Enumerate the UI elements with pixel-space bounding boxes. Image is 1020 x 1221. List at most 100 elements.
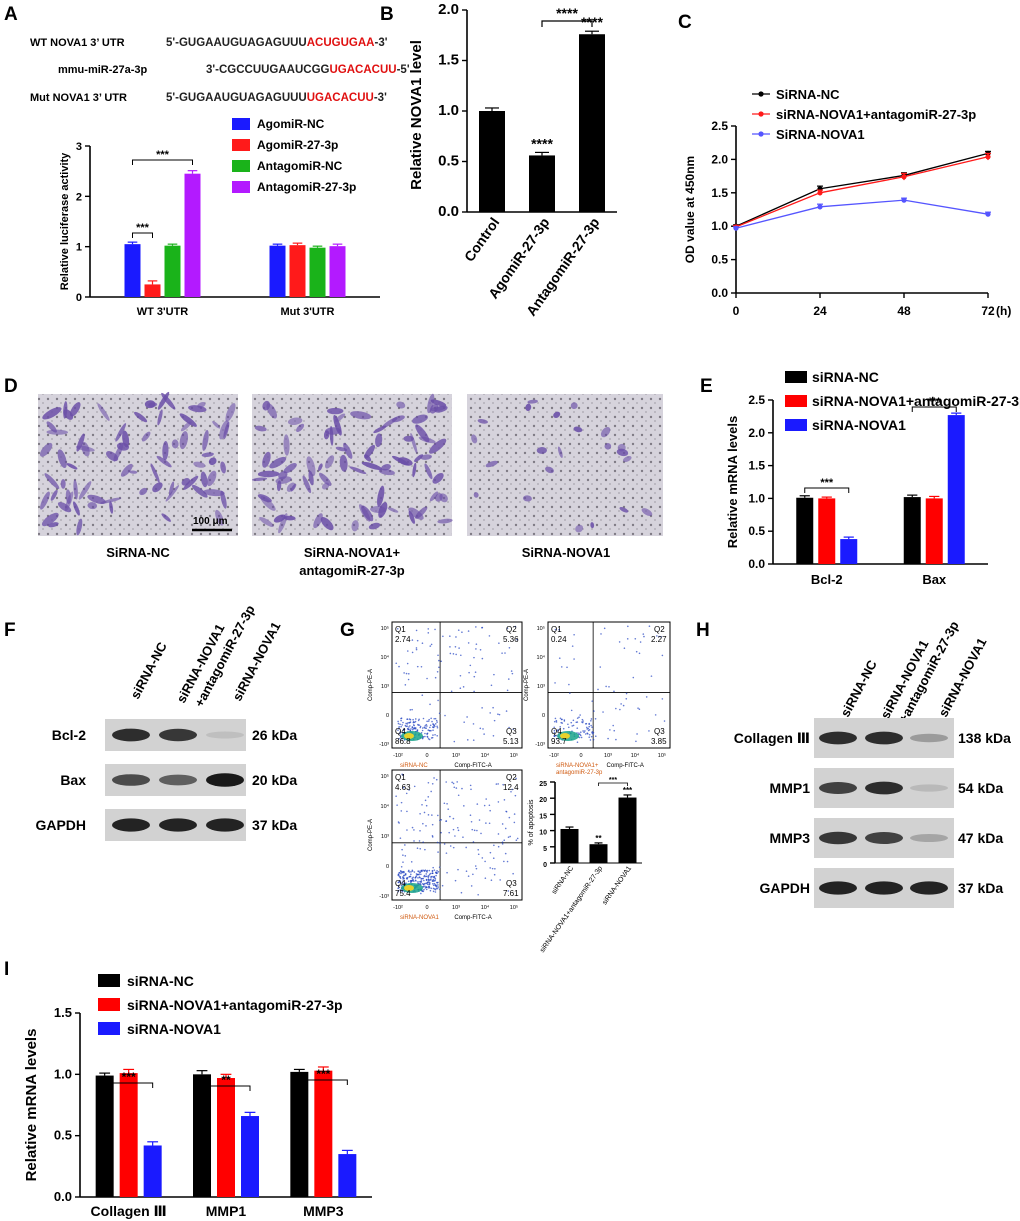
flow-event: [398, 727, 400, 729]
flow-event: [570, 709, 573, 712]
stained-cell: [575, 524, 584, 533]
flow-y-tick: 0: [386, 713, 389, 719]
flow-event: [485, 798, 487, 800]
flow-event: [508, 646, 511, 649]
flow-event: [408, 726, 410, 728]
flow-event: [430, 737, 433, 739]
flow-event: [436, 872, 439, 874]
flow-event: [495, 783, 498, 785]
flow-event: [411, 728, 414, 731]
flow-event: [429, 645, 432, 647]
stained-cell: [220, 490, 227, 509]
flow-event: [436, 734, 439, 737]
flow-event: [399, 736, 402, 739]
flow-event: [459, 674, 462, 677]
stained-cell: [188, 405, 207, 413]
stained-cell: [156, 455, 172, 468]
flow-event: [437, 814, 439, 817]
flow-event: [402, 878, 404, 880]
flow-event: [400, 717, 402, 720]
flow-density-peak: [404, 733, 414, 739]
chart-g-apoptosis: 0 5 10 15 20 25 siRNA-NC ** siRNA-NOVA1+antagomi…: [528, 777, 642, 954]
blot-band: [819, 782, 857, 794]
flow-event: [588, 723, 591, 726]
flow-event: [400, 719, 402, 722]
flow-event: [410, 728, 412, 730]
flow-event: [426, 720, 428, 723]
flow-event: [407, 678, 410, 681]
chart-g-y-tick-label: 0: [543, 862, 547, 869]
f-blot-strips: Bcl-2 26 kDa Bax 20 kDa GAPDH 37 kDa: [35, 719, 297, 841]
flow-event: [434, 733, 436, 736]
flow-event: [587, 727, 590, 730]
flow-event: [446, 803, 448, 805]
flow-event: [467, 875, 470, 877]
flow-q1: Q1: [395, 773, 406, 782]
flow-event: [588, 725, 591, 728]
flow-event: [432, 878, 435, 881]
chart-g-bar: [618, 797, 637, 863]
flow-q3-value: 3.85: [651, 737, 667, 746]
flow-event: [427, 720, 430, 722]
flow-event: [475, 643, 478, 645]
chart-a-x-tick-label: WT 3'UTR: [137, 306, 189, 318]
flow-event: [429, 878, 432, 881]
flow-event: [404, 844, 406, 846]
flow-event: [415, 647, 418, 649]
flow-event: [482, 728, 484, 730]
flow-event: [512, 728, 515, 730]
chart-b-y-tick-label: 1.0: [438, 102, 459, 119]
flow-event: [560, 666, 563, 668]
flow-event: [437, 884, 439, 886]
chart-g-bar-sig: ***: [623, 786, 633, 795]
chart-a-sig-label: ***: [136, 222, 150, 234]
flow-q2: Q2: [654, 625, 665, 634]
flow-event: [438, 666, 440, 669]
flow-event: [477, 893, 479, 896]
chart-a-legend-label: AgomiR-NC: [257, 117, 325, 131]
flow-event: [643, 635, 645, 638]
stained-cell: [437, 518, 453, 524]
flow-q3: Q3: [506, 727, 517, 736]
chart-i-legend-label: siRNA-NC: [127, 973, 194, 989]
flow-event: [420, 881, 422, 884]
flow-x-tick: 0: [579, 753, 582, 759]
flow-event: [404, 873, 407, 876]
chart-c-y-tick-label: 2.5: [711, 119, 728, 133]
flow-q2: Q2: [506, 773, 517, 782]
flow-event: [406, 662, 409, 665]
blot-band: [910, 733, 948, 743]
chart-c-point: [901, 197, 907, 203]
flow-event: [431, 823, 434, 826]
flow-event: [585, 723, 587, 725]
stained-cell: [73, 501, 80, 516]
flow-event: [427, 781, 430, 784]
flow-event: [498, 713, 501, 716]
stained-cell: [619, 506, 629, 513]
stained-cell: [320, 517, 334, 531]
stained-cell: [106, 451, 119, 462]
flow-event: [407, 672, 410, 675]
flow-event: [499, 879, 501, 881]
chart-e-sig-label: ***: [928, 396, 942, 408]
flow-event: [656, 635, 658, 637]
chart-a-bar: [184, 173, 201, 297]
flow-event: [425, 878, 428, 881]
flow-event: [409, 709, 412, 711]
flow-y-tick: 10³: [381, 684, 389, 690]
flow-event: [488, 804, 491, 807]
chart-g-y-tick-label: 5: [543, 846, 547, 853]
stained-cell: [429, 438, 447, 454]
flow-event: [645, 696, 648, 698]
chart-i-bar: [95, 1075, 114, 1197]
panel-letter-f: F: [4, 620, 16, 641]
chart-i-legend-label: siRNA-NOVA1+antagomiR-27-3p: [127, 997, 343, 1013]
flow-event: [660, 635, 662, 638]
chart-e-mrna: 0.0 0.5 1.0 1.5 2.0 2.5 Bcl-2 Bax Relative mRNA …: [725, 369, 1020, 587]
flow-event: [503, 860, 505, 863]
flow-event: [420, 869, 423, 872]
stained-cell: [359, 504, 371, 522]
flow-event: [632, 676, 635, 679]
flow-event: [436, 841, 439, 844]
stained-cell: [192, 484, 208, 498]
